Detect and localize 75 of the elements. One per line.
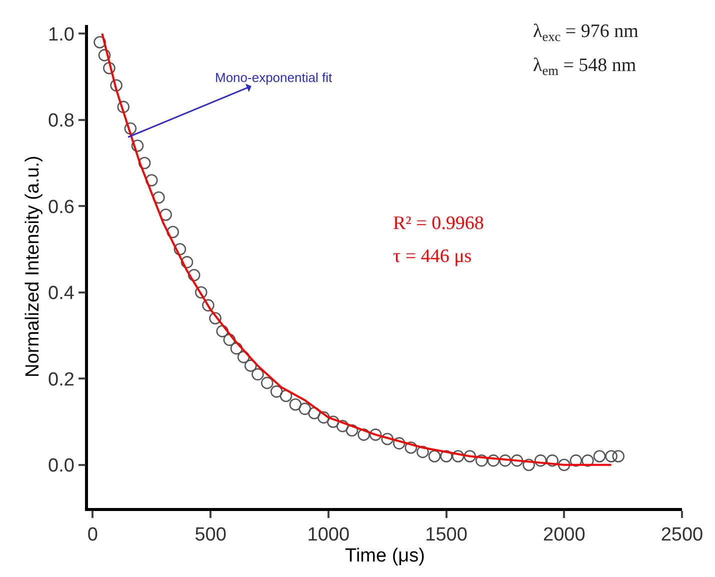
point [546,454,559,467]
point [289,398,302,411]
point [510,454,524,467]
point [298,402,312,415]
y-tick-label: 0.4 [48,283,75,304]
x-tick-label: 0 [87,524,98,546]
point [223,334,236,346]
point [152,191,165,204]
point [230,342,243,355]
point [440,450,452,462]
point [138,156,151,170]
y-tick-label: 0.2 [48,369,74,390]
point [522,458,535,472]
point [216,325,229,338]
point [110,79,122,92]
annotation: Mono-exponential fit [215,70,332,85]
point [188,268,200,282]
point [487,454,500,467]
point [124,122,137,135]
point [194,286,208,299]
point [180,256,194,268]
point [475,454,488,467]
point [326,416,340,428]
point [369,428,382,441]
x-axis-title: Time (μs) [345,546,425,567]
point [416,446,429,458]
point [570,454,582,467]
y-axis-title: Normalized Intensity (a.u.) [22,156,44,378]
point [209,312,222,324]
point [160,208,172,221]
x-tick-label: 500 [194,524,226,546]
x-tick-label: 2000 [543,524,586,546]
point [103,62,116,74]
point [582,454,594,467]
point [244,360,257,372]
point [174,243,186,256]
point [252,368,264,380]
point [499,454,512,467]
annotation: λ$_{em}$ = 548 nm [533,55,636,78]
point [612,450,625,462]
point [358,428,370,441]
y-tick-label: 0.8 [48,110,74,132]
y-tick-label: 0.0 [48,456,74,477]
point [336,420,349,432]
point [392,437,406,450]
point [131,140,144,152]
annotation: R² = 0.9968 [393,213,484,234]
point [605,450,618,462]
x-tick-label: 1000 [307,524,350,546]
point [404,441,418,454]
point [452,450,464,462]
point [346,424,358,437]
point [237,350,250,364]
point [464,450,476,462]
point [145,174,158,186]
y-tick-label: 0.6 [48,196,74,218]
point [593,450,606,462]
point [117,100,130,114]
point [166,226,180,238]
annotation: λ$_{exc}$ = 976 nm [533,21,639,44]
point [558,458,570,472]
point [98,49,111,62]
point [534,454,547,467]
point [308,406,320,420]
point [428,450,441,462]
y-tick-label: 1.0 [48,24,74,46]
annotation: τ = 446 μs [393,246,472,267]
x-tick-label: 1500 [425,524,468,546]
point [94,36,106,48]
point [318,411,330,424]
point [270,385,283,398]
point [202,299,214,312]
x-tick-label: 2500 [660,524,704,546]
point [260,376,274,390]
point [381,432,394,446]
